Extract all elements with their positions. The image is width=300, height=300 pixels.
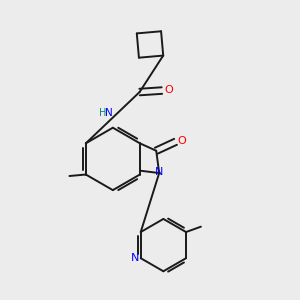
Text: O: O <box>164 85 173 95</box>
Text: H: H <box>99 108 106 118</box>
Text: N: N <box>105 108 113 118</box>
Text: O: O <box>177 136 186 146</box>
Text: N: N <box>155 167 164 177</box>
Text: N: N <box>131 253 140 263</box>
